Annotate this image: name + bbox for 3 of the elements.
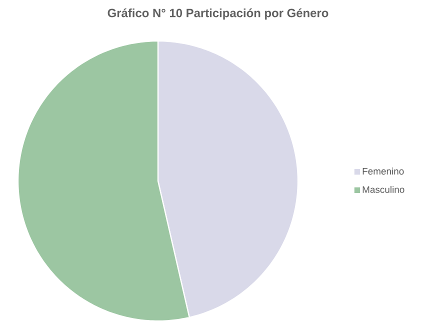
legend-label: Masculino bbox=[362, 186, 404, 193]
legend-label: Femenino bbox=[362, 168, 404, 175]
chart-title: Gráfico N° 10 Participación por Género bbox=[108, 8, 328, 20]
